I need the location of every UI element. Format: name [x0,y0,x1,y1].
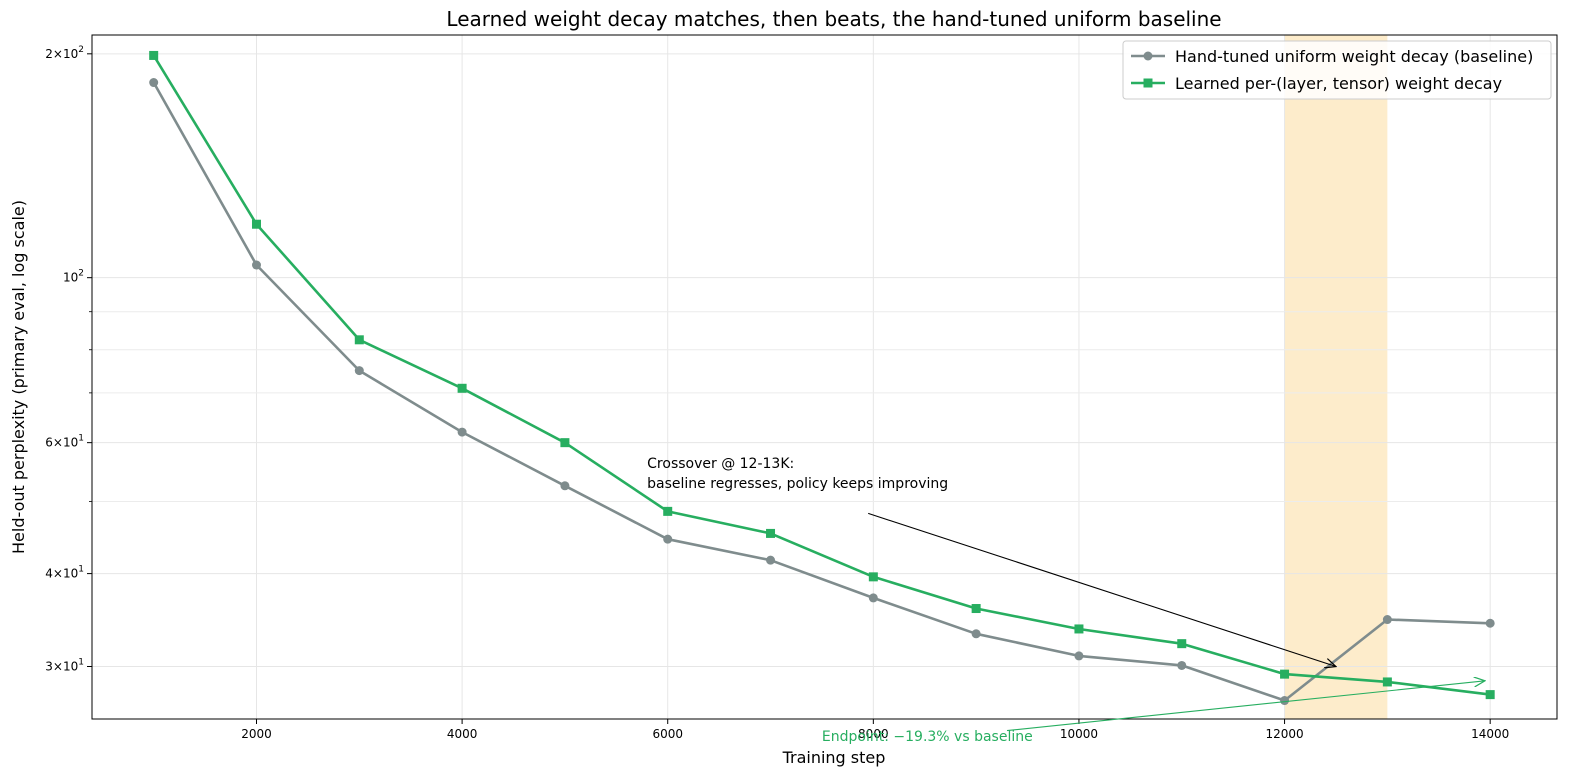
x-tick-label: 12000 [1265,727,1303,741]
plot-frame [91,34,1558,720]
chart-title: Learned weight decay matches, then beats… [446,7,1221,31]
series-2-point [560,438,570,448]
y-tick-label: 6×101 [45,434,84,450]
legend-box [1122,40,1552,100]
crossover-annotation-line-1: Crossover @ 12-13K: [647,456,794,472]
series-2-point [1177,639,1187,649]
series-2-point [663,506,673,516]
legend-swatch-marker [1143,78,1153,88]
series-1-point [766,555,776,565]
series-1-point [1280,696,1290,706]
endpoint-annotation: Endpoint: −19.3% vs baseline [822,729,1033,745]
series-1-point [560,481,570,491]
series-2-point [149,50,159,60]
series-1-point [1074,651,1084,661]
series-1-point [868,593,878,603]
series-2-point [1485,690,1495,700]
series-2-point [251,219,261,229]
series-2-point [766,528,776,538]
series-2-point [868,572,878,582]
x-tick-label: 6000 [652,727,683,741]
y-tick-label: 102 [63,269,84,285]
crossover-annotation-line-2: baseline regresses, policy keeps improvi… [647,476,948,492]
legend-swatch-marker [1143,51,1153,61]
x-tick-label: 10000 [1060,727,1098,741]
series-1-point [251,260,261,270]
x-axis-title: Training step [782,748,886,767]
series-2-point [354,335,364,345]
series-line-2 [152,54,1491,696]
series-2-point [1382,677,1392,687]
x-tick-label: 2000 [241,727,272,741]
series-2-point [457,383,467,393]
x-tick-label: 14000 [1471,727,1509,741]
x-tick-label: 8000 [858,727,889,741]
series-1-point [1485,618,1495,628]
legend-entry-2: Learned per-(layer, tensor) weight decay [1175,74,1502,93]
series-1-point [1382,615,1392,625]
series-1-point [1177,660,1187,670]
series-1-point [354,366,364,376]
y-axis-title: Held-out perplexity (primary eval, log s… [9,200,28,554]
series-2-point [1074,624,1084,634]
y-tick-label: 2×102 [45,45,84,61]
series-2-point [971,604,981,614]
series-2-point [1280,669,1290,679]
series-1-point [149,78,159,88]
crossover-arrow [868,512,1336,666]
highlight-band [1284,35,1388,719]
series-1-point [663,534,673,544]
series-1-point [457,427,467,437]
y-tick-label: 3×101 [45,658,84,674]
endpoint-arrow [1006,681,1485,732]
series-1-point [971,629,981,639]
legend-entry-1: Hand-tuned uniform weight decay (baselin… [1175,47,1533,66]
y-tick-label: 4×101 [45,565,84,581]
x-tick-label: 4000 [447,727,478,741]
series-line-1 [152,81,1491,702]
